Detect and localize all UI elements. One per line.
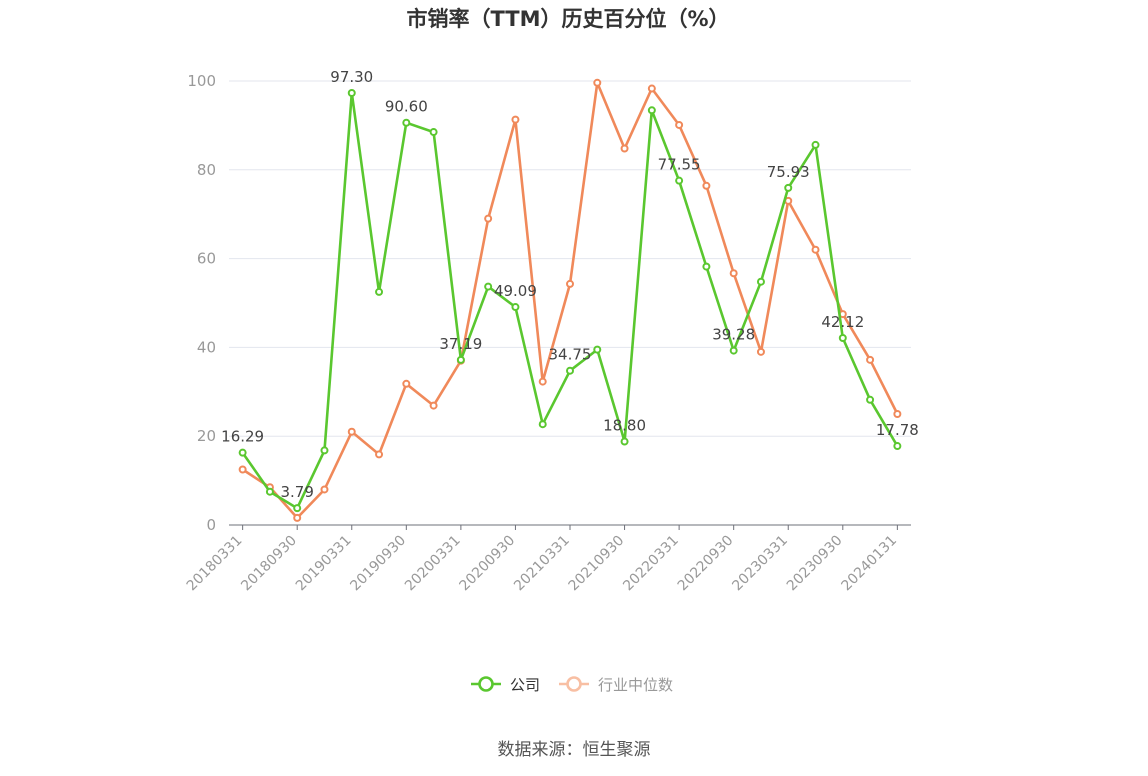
data-point <box>238 465 247 474</box>
data-label: 18.80 <box>603 417 646 435</box>
x-tick-label: 20220331 <box>620 533 682 595</box>
data-label: 39.28 <box>712 326 755 344</box>
data-point <box>756 347 765 356</box>
axes: 0 20 40 60 80 100 2018033120180930201903312019… <box>184 72 911 594</box>
x-tick-label: 20190930 <box>347 533 409 595</box>
data-point <box>620 437 629 446</box>
grid-lines <box>229 80 911 437</box>
data-point <box>402 379 411 388</box>
x-tick-label: 20220930 <box>675 533 737 595</box>
x-tick-label: 20180930 <box>238 533 300 595</box>
data-point <box>893 410 902 418</box>
data-point <box>265 487 274 496</box>
data-point <box>347 427 356 436</box>
series-group <box>238 78 902 522</box>
data-point <box>320 446 329 455</box>
legend-marker <box>478 676 494 692</box>
x-tick-label: 20240131 <box>838 533 900 595</box>
legend-item[interactable]: 公司 <box>471 676 540 694</box>
y-tick-label: 60 <box>197 250 216 268</box>
data-point <box>729 346 738 355</box>
data-point <box>593 345 602 354</box>
data-label: 49.09 <box>494 282 537 300</box>
data-point <box>484 282 493 291</box>
legend-marker <box>566 676 582 692</box>
data-label: 3.79 <box>280 483 313 501</box>
data-label: 34.75 <box>549 346 592 364</box>
data-point <box>702 181 711 190</box>
x-tick-label: 20230331 <box>729 533 791 595</box>
data-label: 42.12 <box>821 313 864 331</box>
data-point <box>620 144 629 153</box>
data-point <box>402 118 411 127</box>
data-point <box>429 128 438 137</box>
y-tick-label: 20 <box>197 427 216 445</box>
data-point <box>347 88 356 97</box>
x-tick-label: 20200331 <box>402 533 464 595</box>
data-point <box>375 450 384 459</box>
data-point <box>484 214 493 223</box>
data-point <box>893 442 902 451</box>
x-tick-label: 20190331 <box>293 533 355 595</box>
x-tick-label: 20200930 <box>457 533 519 595</box>
data-point <box>456 355 465 364</box>
legend[interactable]: 公司 行业中位数 <box>471 676 673 694</box>
data-labels: 16.29 3.79 97.30 90.60 37.19 49.09 34.75 18.80 7… <box>221 68 919 501</box>
legend-label: 行业中位数 <box>598 676 673 694</box>
y-tick-label: 100 <box>187 72 216 90</box>
data-point <box>702 262 711 271</box>
data-point <box>866 355 875 364</box>
data-label: 97.30 <box>330 68 373 86</box>
data-point <box>511 303 520 312</box>
data-point <box>538 420 547 429</box>
source-note: 数据来源：恒生聚源 <box>498 740 651 760</box>
y-tick-label: 0 <box>206 516 216 534</box>
legend-item[interactable]: 行业中位数 <box>559 676 673 694</box>
legend-label: 公司 <box>510 676 540 694</box>
data-point <box>811 245 820 254</box>
data-point <box>811 140 820 149</box>
data-point <box>729 269 738 278</box>
data-point <box>784 183 793 192</box>
data-point <box>320 485 329 494</box>
data-point <box>593 78 602 87</box>
data-label: 77.55 <box>658 156 701 174</box>
data-label: 90.60 <box>385 98 428 116</box>
chart-title: 市销率（TTM）历史百分位（%） <box>406 7 729 31</box>
data-label: 75.93 <box>767 163 810 181</box>
y-tick-label: 80 <box>197 161 216 179</box>
data-label: 17.78 <box>876 421 919 439</box>
data-point <box>675 120 684 129</box>
data-point <box>511 115 520 124</box>
data-point <box>375 287 384 296</box>
data-label: 37.19 <box>439 335 482 353</box>
data-point <box>566 366 574 375</box>
series-line <box>241 81 899 520</box>
data-point <box>647 84 656 93</box>
series-line <box>241 91 899 510</box>
data-point <box>647 106 656 115</box>
data-point <box>429 401 438 410</box>
x-tick-label: 20180331 <box>184 533 246 595</box>
data-point <box>838 333 847 342</box>
data-point <box>675 176 684 185</box>
x-tick-label: 20230930 <box>784 533 846 595</box>
x-tick-label: 20210331 <box>511 533 573 595</box>
data-point <box>566 279 574 288</box>
y-tick-label: 40 <box>197 338 216 356</box>
data-point <box>538 377 547 386</box>
data-point <box>293 504 302 513</box>
data-point <box>756 277 765 286</box>
data-point <box>866 395 875 404</box>
data-point <box>238 448 247 457</box>
x-tick-label: 20210930 <box>566 533 628 595</box>
data-point <box>293 513 302 522</box>
data-label: 16.29 <box>221 428 264 446</box>
